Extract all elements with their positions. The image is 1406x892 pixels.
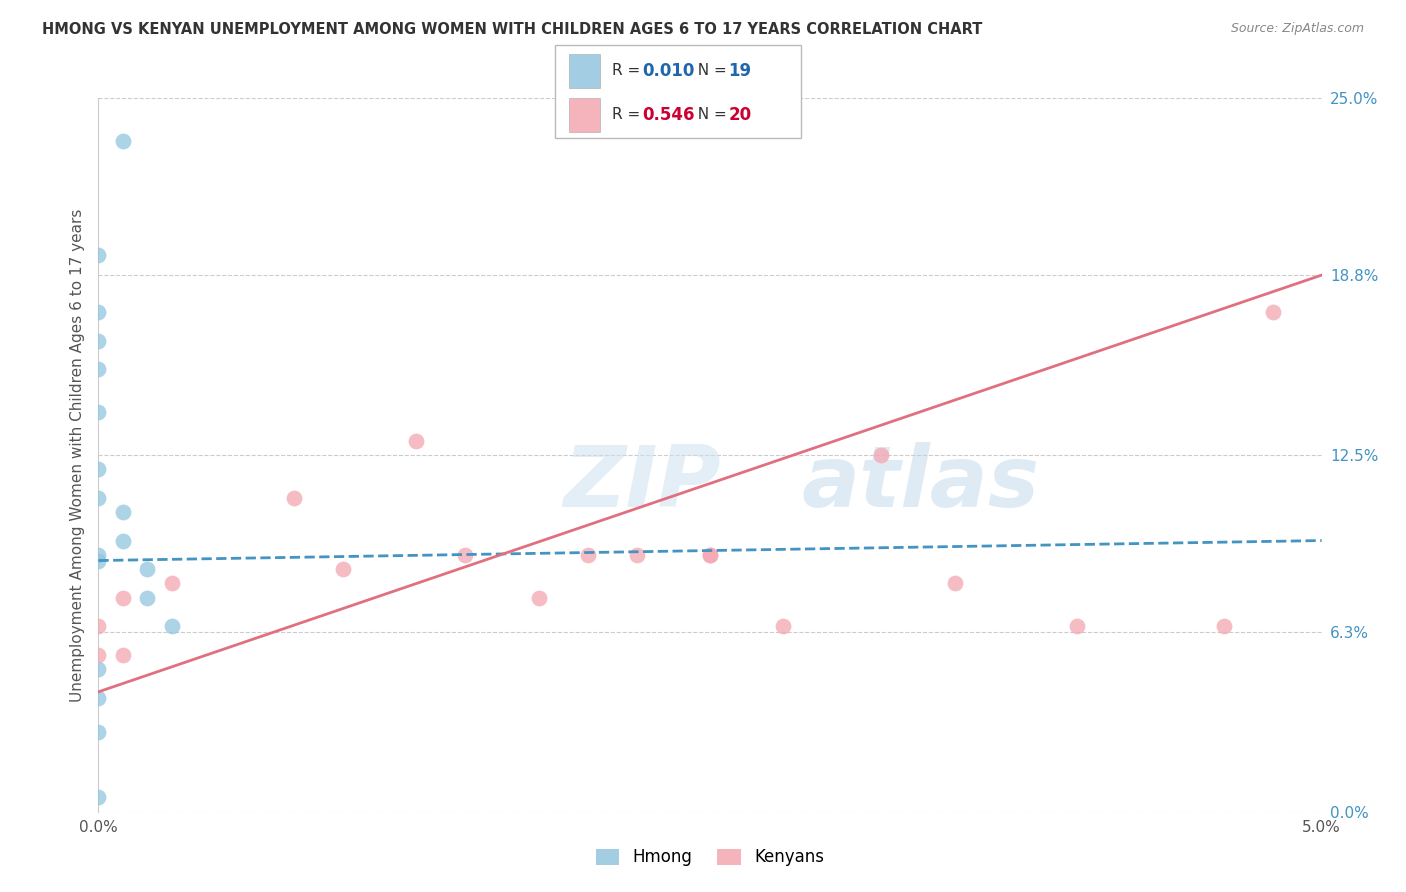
Text: Source: ZipAtlas.com: Source: ZipAtlas.com xyxy=(1230,22,1364,36)
Point xyxy=(626,548,648,562)
Text: HMONG VS KENYAN UNEMPLOYMENT AMONG WOMEN WITH CHILDREN AGES 6 TO 17 YEARS CORREL: HMONG VS KENYAN UNEMPLOYMENT AMONG WOMEN… xyxy=(42,22,983,37)
Point xyxy=(136,591,159,605)
Text: 19: 19 xyxy=(728,62,751,79)
Point xyxy=(87,553,110,567)
Point xyxy=(87,405,110,419)
Point xyxy=(576,548,599,562)
Point xyxy=(772,619,794,633)
Point xyxy=(87,362,110,376)
Text: N =: N = xyxy=(688,63,731,78)
Point xyxy=(699,548,721,562)
Point xyxy=(87,648,110,662)
Point xyxy=(160,576,183,591)
Point xyxy=(87,790,110,805)
Point xyxy=(87,462,110,476)
Point xyxy=(87,305,110,319)
Point xyxy=(87,690,110,705)
Text: 20: 20 xyxy=(728,106,751,124)
Point xyxy=(454,548,477,562)
Text: ZIP: ZIP xyxy=(564,442,721,525)
Text: 0.010: 0.010 xyxy=(643,62,695,79)
Point xyxy=(87,619,110,633)
Point xyxy=(111,533,134,548)
Point xyxy=(160,619,183,633)
Point xyxy=(111,648,134,662)
Point xyxy=(527,591,550,605)
Point xyxy=(87,548,110,562)
Point xyxy=(1066,619,1088,633)
Point xyxy=(111,505,134,519)
Text: 0.546: 0.546 xyxy=(643,106,695,124)
Text: R =: R = xyxy=(612,107,645,122)
Point xyxy=(87,334,110,348)
Text: R =: R = xyxy=(612,63,645,78)
Point xyxy=(870,448,893,462)
Text: N =: N = xyxy=(688,107,731,122)
Point xyxy=(111,134,134,148)
Point xyxy=(943,576,966,591)
Legend: Hmong, Kenyans: Hmong, Kenyans xyxy=(588,840,832,875)
Point xyxy=(699,548,721,562)
Point xyxy=(405,434,427,448)
Point xyxy=(87,662,110,676)
Point xyxy=(87,724,110,739)
Point xyxy=(283,491,305,505)
Point xyxy=(111,591,134,605)
Point xyxy=(1212,619,1234,633)
Point xyxy=(87,248,110,262)
Point xyxy=(332,562,354,576)
Y-axis label: Unemployment Among Women with Children Ages 6 to 17 years: Unemployment Among Women with Children A… xyxy=(69,208,84,702)
Text: atlas: atlas xyxy=(801,442,1040,525)
Point xyxy=(136,562,159,576)
Point xyxy=(1261,305,1284,319)
Point xyxy=(87,491,110,505)
